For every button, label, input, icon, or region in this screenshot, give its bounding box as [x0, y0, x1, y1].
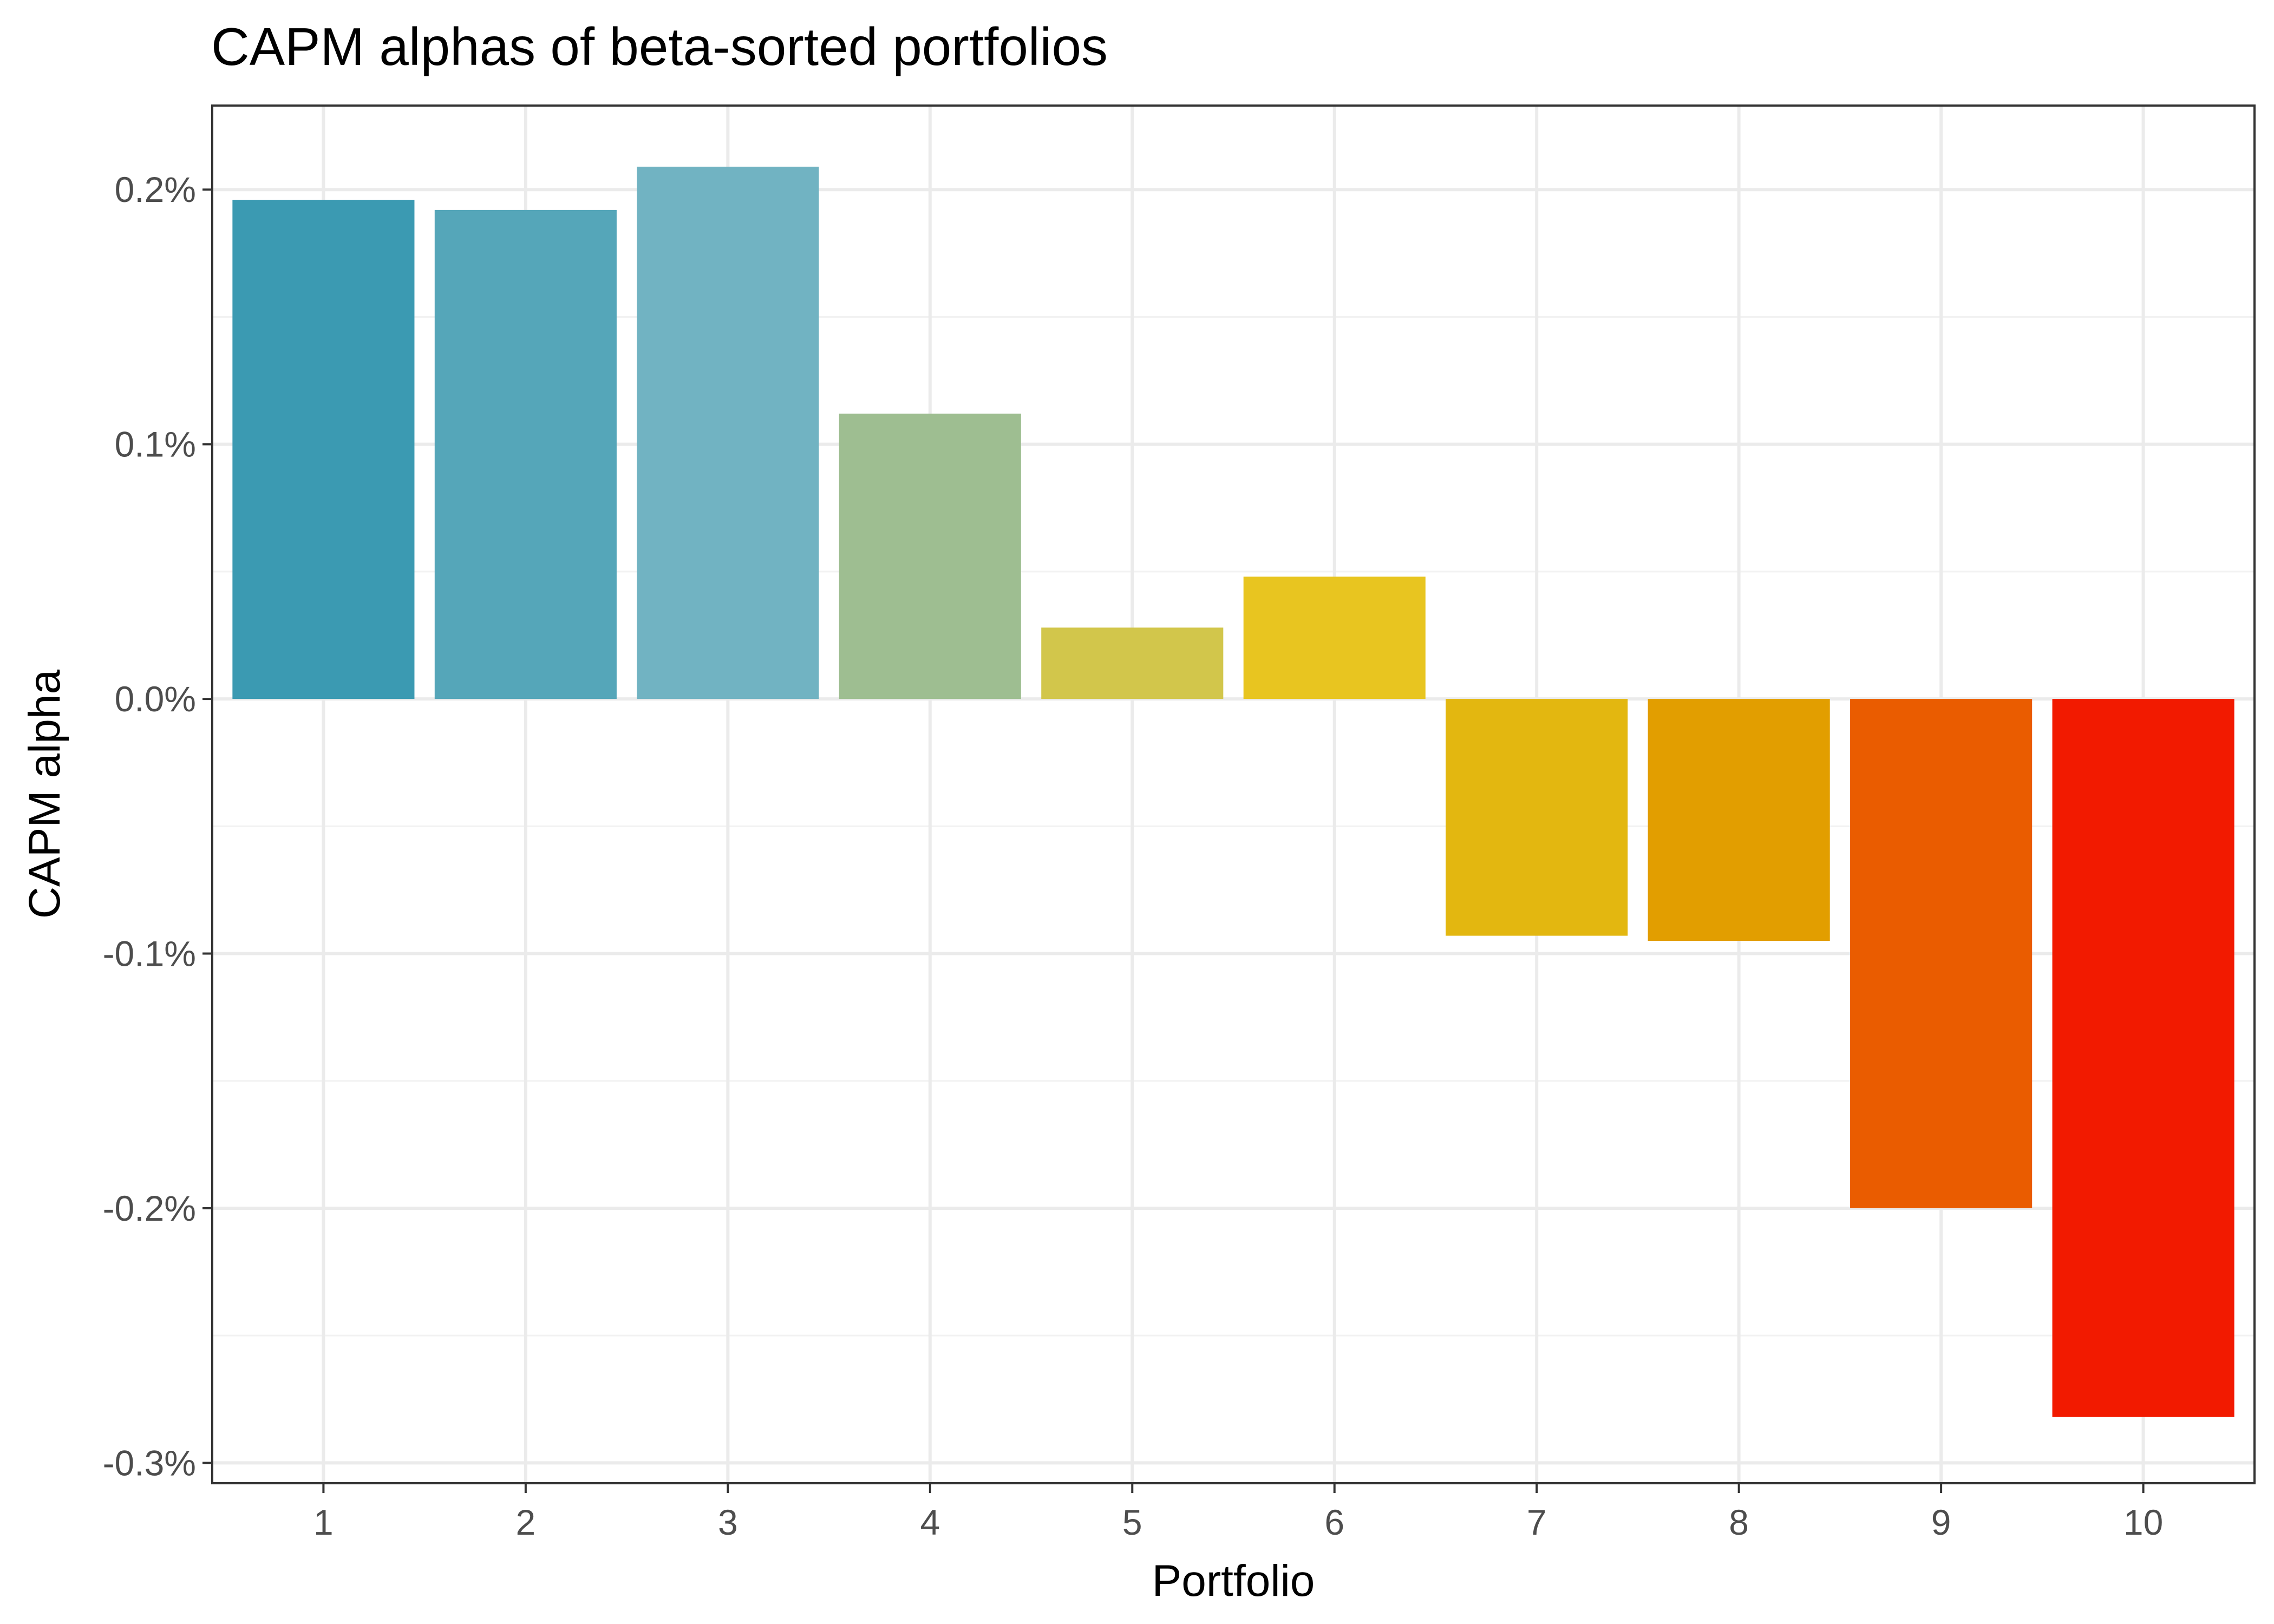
x-tick-label: 3	[718, 1502, 738, 1542]
x-tick-label: 2	[516, 1502, 536, 1542]
y-tick-label: -0.2%	[103, 1188, 196, 1228]
x-tick-label: 7	[1527, 1502, 1547, 1542]
bar-portfolio-4	[839, 414, 1021, 699]
y-tick-label: 0.2%	[115, 169, 196, 209]
bar-portfolio-8	[1648, 699, 1830, 941]
x-tick-label: 9	[1931, 1502, 1951, 1542]
bar-portfolio-5	[1041, 627, 1224, 699]
bar-portfolio-1	[232, 200, 415, 699]
bar-portfolio-3	[637, 166, 819, 699]
bar-portfolio-9	[1850, 699, 2033, 1208]
x-tick-label: 10	[2123, 1502, 2163, 1542]
x-tick-label: 1	[313, 1502, 334, 1542]
plot-panel	[211, 104, 2256, 1484]
bars	[232, 166, 2234, 1417]
x-axis: 1 2 3 4 5 6 7 8 9 10	[313, 1483, 2163, 1542]
y-tick-label: 0.1%	[115, 424, 196, 464]
x-axis-title: Portfolio	[1152, 1556, 1315, 1606]
chart-title: CAPM alphas of beta-sorted portfolios	[211, 17, 1108, 76]
y-axis: -0.3% -0.2% -0.1% 0.0% 0.1% 0.2%	[103, 169, 212, 1483]
x-tick-label: 6	[1324, 1502, 1344, 1542]
x-tick-label: 4	[920, 1502, 940, 1542]
x-tick-label: 5	[1122, 1502, 1142, 1542]
y-tick-label: 0.0%	[115, 679, 196, 719]
panel-border	[211, 104, 2256, 1484]
bar-portfolio-6	[1243, 577, 1426, 699]
bar-portfolio-7	[1446, 699, 1628, 936]
y-axis-title: CAPM alpha	[20, 669, 69, 919]
bar-portfolio-2	[434, 209, 617, 699]
x-tick-label: 8	[1729, 1502, 1749, 1542]
bar-portfolio-10	[2052, 699, 2234, 1417]
y-tick-label: -0.3%	[103, 1443, 196, 1483]
y-tick-label: -0.1%	[103, 934, 196, 974]
